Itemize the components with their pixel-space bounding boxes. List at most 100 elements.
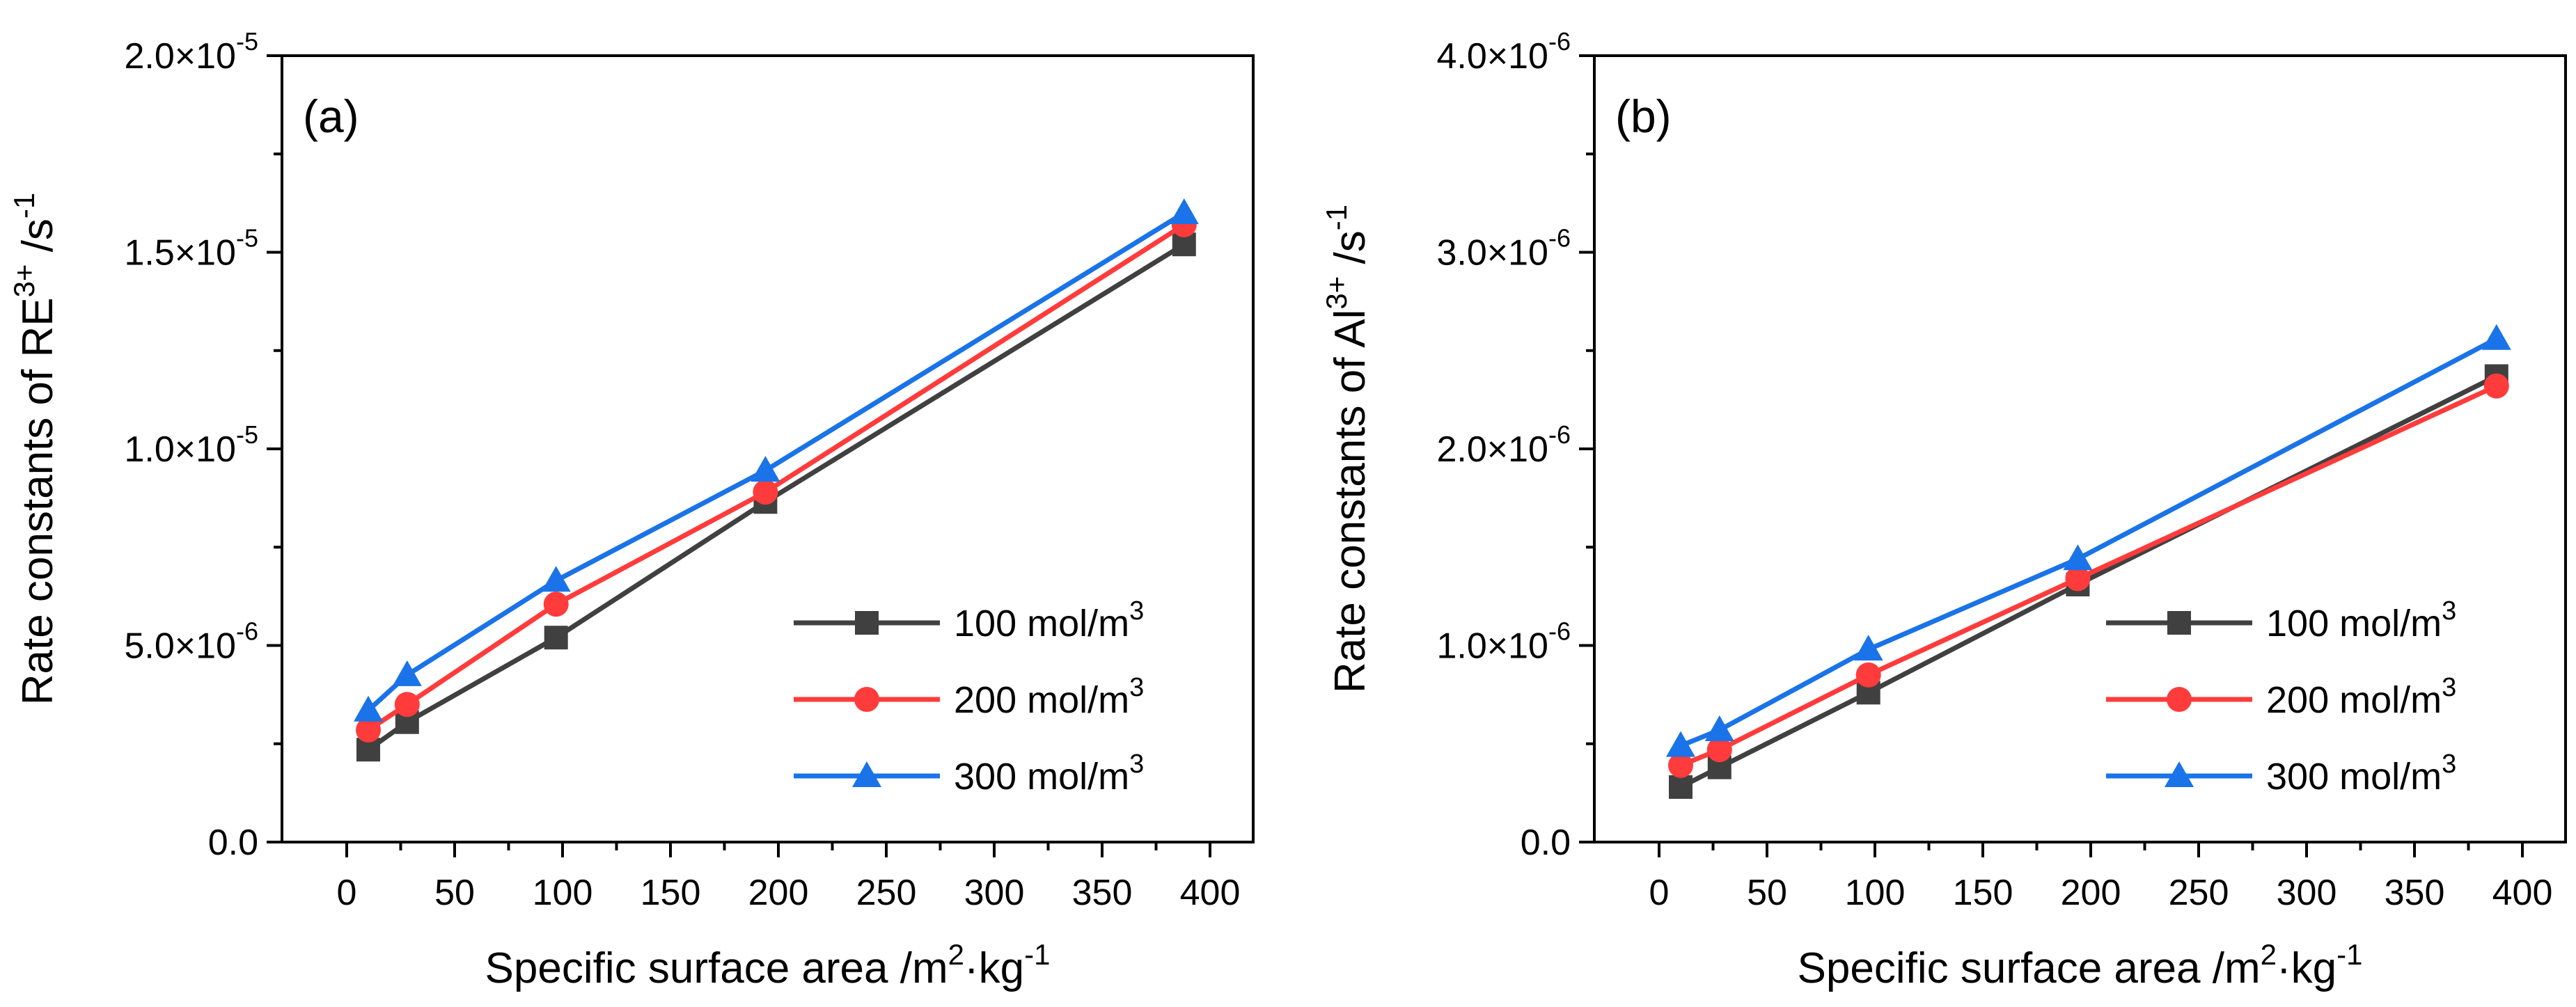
- data-point: [541, 566, 571, 592]
- y-tick-mantissa: 1.5×10: [124, 233, 236, 273]
- data-point: [1666, 731, 1695, 757]
- legend-label-main: 200 mol/m: [954, 679, 1129, 721]
- data-point: [1704, 715, 1734, 741]
- y-tick-exponent: -5: [236, 420, 258, 449]
- legend-item-3: 300 mol/m3: [2106, 750, 2456, 798]
- x-tick-label: 50: [434, 873, 475, 913]
- data-point: [1706, 737, 1732, 763]
- data-point: [2481, 324, 2511, 350]
- data-point: [356, 717, 381, 743]
- data-point: [1855, 662, 1881, 688]
- y-tick-mantissa: 0.0: [1521, 823, 1571, 863]
- x-tick-label: 350: [2385, 873, 2445, 913]
- y-tick-mantissa: 1.0×10: [124, 429, 236, 470]
- data-point: [1668, 752, 1693, 778]
- data-point: [1169, 198, 1199, 224]
- legend-label: 200 mol/m3: [2266, 673, 2456, 721]
- data-point: [2063, 544, 2093, 571]
- x-axis-title-sup2: -1: [1024, 938, 1050, 971]
- series-2: [1668, 373, 2509, 778]
- data-point: [753, 479, 778, 505]
- y-tick-label: 1.5×10-5: [124, 224, 258, 273]
- x-axis-title-sup: 2: [2261, 938, 2277, 971]
- legend-marker: [2167, 687, 2192, 712]
- x-tick-label: 0: [337, 873, 357, 913]
- y-tick-mantissa: 4.0×10: [1436, 36, 1548, 77]
- y-tick-label: 4.0×10-6: [1436, 27, 1571, 77]
- y-tick-exponent: -6: [1548, 420, 1571, 449]
- x-tick-label: 100: [533, 873, 593, 913]
- legend-label: 300 mol/m3: [2266, 750, 2456, 798]
- legend-label: 300 mol/m3: [954, 750, 1144, 798]
- x-tick-label: 150: [641, 873, 701, 913]
- legend-label-sup: 3: [1129, 673, 1144, 702]
- legend-marker: [852, 761, 881, 787]
- legend-label: 100 mol/m3: [954, 596, 1144, 644]
- y-tick-label: 3.0×10-6: [1436, 224, 1571, 273]
- y-tick-label: 2.0×10-6: [1436, 420, 1571, 470]
- y-axis-title-tail: /s: [1326, 230, 1374, 276]
- y-tick-mantissa: 5.0×10: [124, 626, 236, 667]
- y-axis-title-tail: /s: [14, 219, 62, 264]
- chart-panel-a: 0 50 100 150 200 250 300 350 400 0.0 5.0×10-6 1.0×1…: [8, 27, 1255, 992]
- legend-label-sup: 3: [1129, 596, 1144, 626]
- x-axis-title-main: Specific surface area /m: [485, 944, 948, 992]
- y-tick-exponent: -5: [236, 27, 258, 56]
- legend-marker: [2165, 761, 2194, 787]
- series-1: [356, 232, 1196, 762]
- data-point: [544, 626, 568, 650]
- x-tick-label: 100: [1845, 873, 1906, 913]
- x-axis-title-main: Specific surface area /m: [1798, 944, 2261, 992]
- y-axis-title: Rate constants of RE3+ /s-1: [8, 193, 62, 706]
- panel-label: (a): [303, 90, 359, 142]
- plot-frame: [1593, 54, 2567, 843]
- plot-frame: [281, 54, 1255, 843]
- legend-label: 100 mol/m3: [2266, 596, 2456, 644]
- chart-panel-b: 0 50 100 150 200 250 300 350 4000.01.0×10-62.0×1…: [1320, 27, 2567, 992]
- series-3: [1666, 324, 2511, 757]
- legend-marker: [855, 611, 879, 635]
- data-point: [1669, 775, 1693, 799]
- legend-item-1: 100 mol/m3: [2106, 596, 2456, 644]
- legend-label-sup: 3: [2442, 750, 2456, 779]
- y-axis-title: Rate constants of Al3+ /s-1: [1320, 205, 1374, 693]
- x-axis-title-tail: ·kg: [2277, 944, 2337, 992]
- legend-item-2: 200 mol/m3: [2106, 673, 2456, 721]
- x-tick-label: 350: [1072, 873, 1133, 913]
- legend-label-main: 100 mol/m: [2266, 603, 2442, 644]
- y-tick-label: 2.0×10-5: [124, 27, 258, 77]
- x-tick-label: 300: [964, 873, 1025, 913]
- y-axis-title-main: Rate constants of Al: [1326, 310, 1374, 693]
- x-tick-label: 400: [1180, 873, 1241, 913]
- x-tick-label: 150: [1953, 873, 2013, 913]
- x-tick-label: 250: [856, 873, 917, 913]
- x-axis-title-sup2: -1: [2337, 938, 2362, 971]
- legend-item-2: 200 mol/m3: [794, 673, 1144, 721]
- y-axis-title-sup2: -1: [8, 193, 40, 219]
- legend-label-main: 300 mol/m: [2266, 756, 2442, 798]
- data-point: [392, 660, 422, 686]
- y-tick-mantissa: 3.0×10: [1436, 233, 1548, 273]
- data-point: [354, 695, 383, 722]
- y-axis-title-sup: 3+: [1320, 276, 1353, 310]
- y-axis-title-sup2: -1: [1320, 205, 1353, 230]
- x-tick-label: 200: [748, 873, 809, 913]
- y-tick-mantissa: 2.0×10: [124, 36, 236, 77]
- legend-marker: [854, 687, 879, 712]
- y-tick-exponent: -6: [1548, 27, 1571, 56]
- legend-marker: [2167, 611, 2191, 635]
- data-point: [394, 692, 420, 717]
- series-3: [354, 198, 1199, 722]
- y-tick-label: 1.0×10-6: [1436, 617, 1571, 667]
- data-point: [543, 592, 569, 617]
- y-tick-mantissa: 0.0: [208, 823, 258, 863]
- y-tick-label: 1.0×10-5: [124, 420, 258, 470]
- y-tick-exponent: -6: [1548, 617, 1571, 646]
- legend-label: 200 mol/m3: [954, 673, 1144, 721]
- x-axis-title-tail: ·kg: [964, 944, 1024, 992]
- legend-label-sup: 3: [1129, 750, 1144, 779]
- data-point: [2483, 373, 2509, 399]
- y-tick-label: 5.0×10-6: [124, 617, 258, 667]
- data-point: [1853, 635, 1883, 661]
